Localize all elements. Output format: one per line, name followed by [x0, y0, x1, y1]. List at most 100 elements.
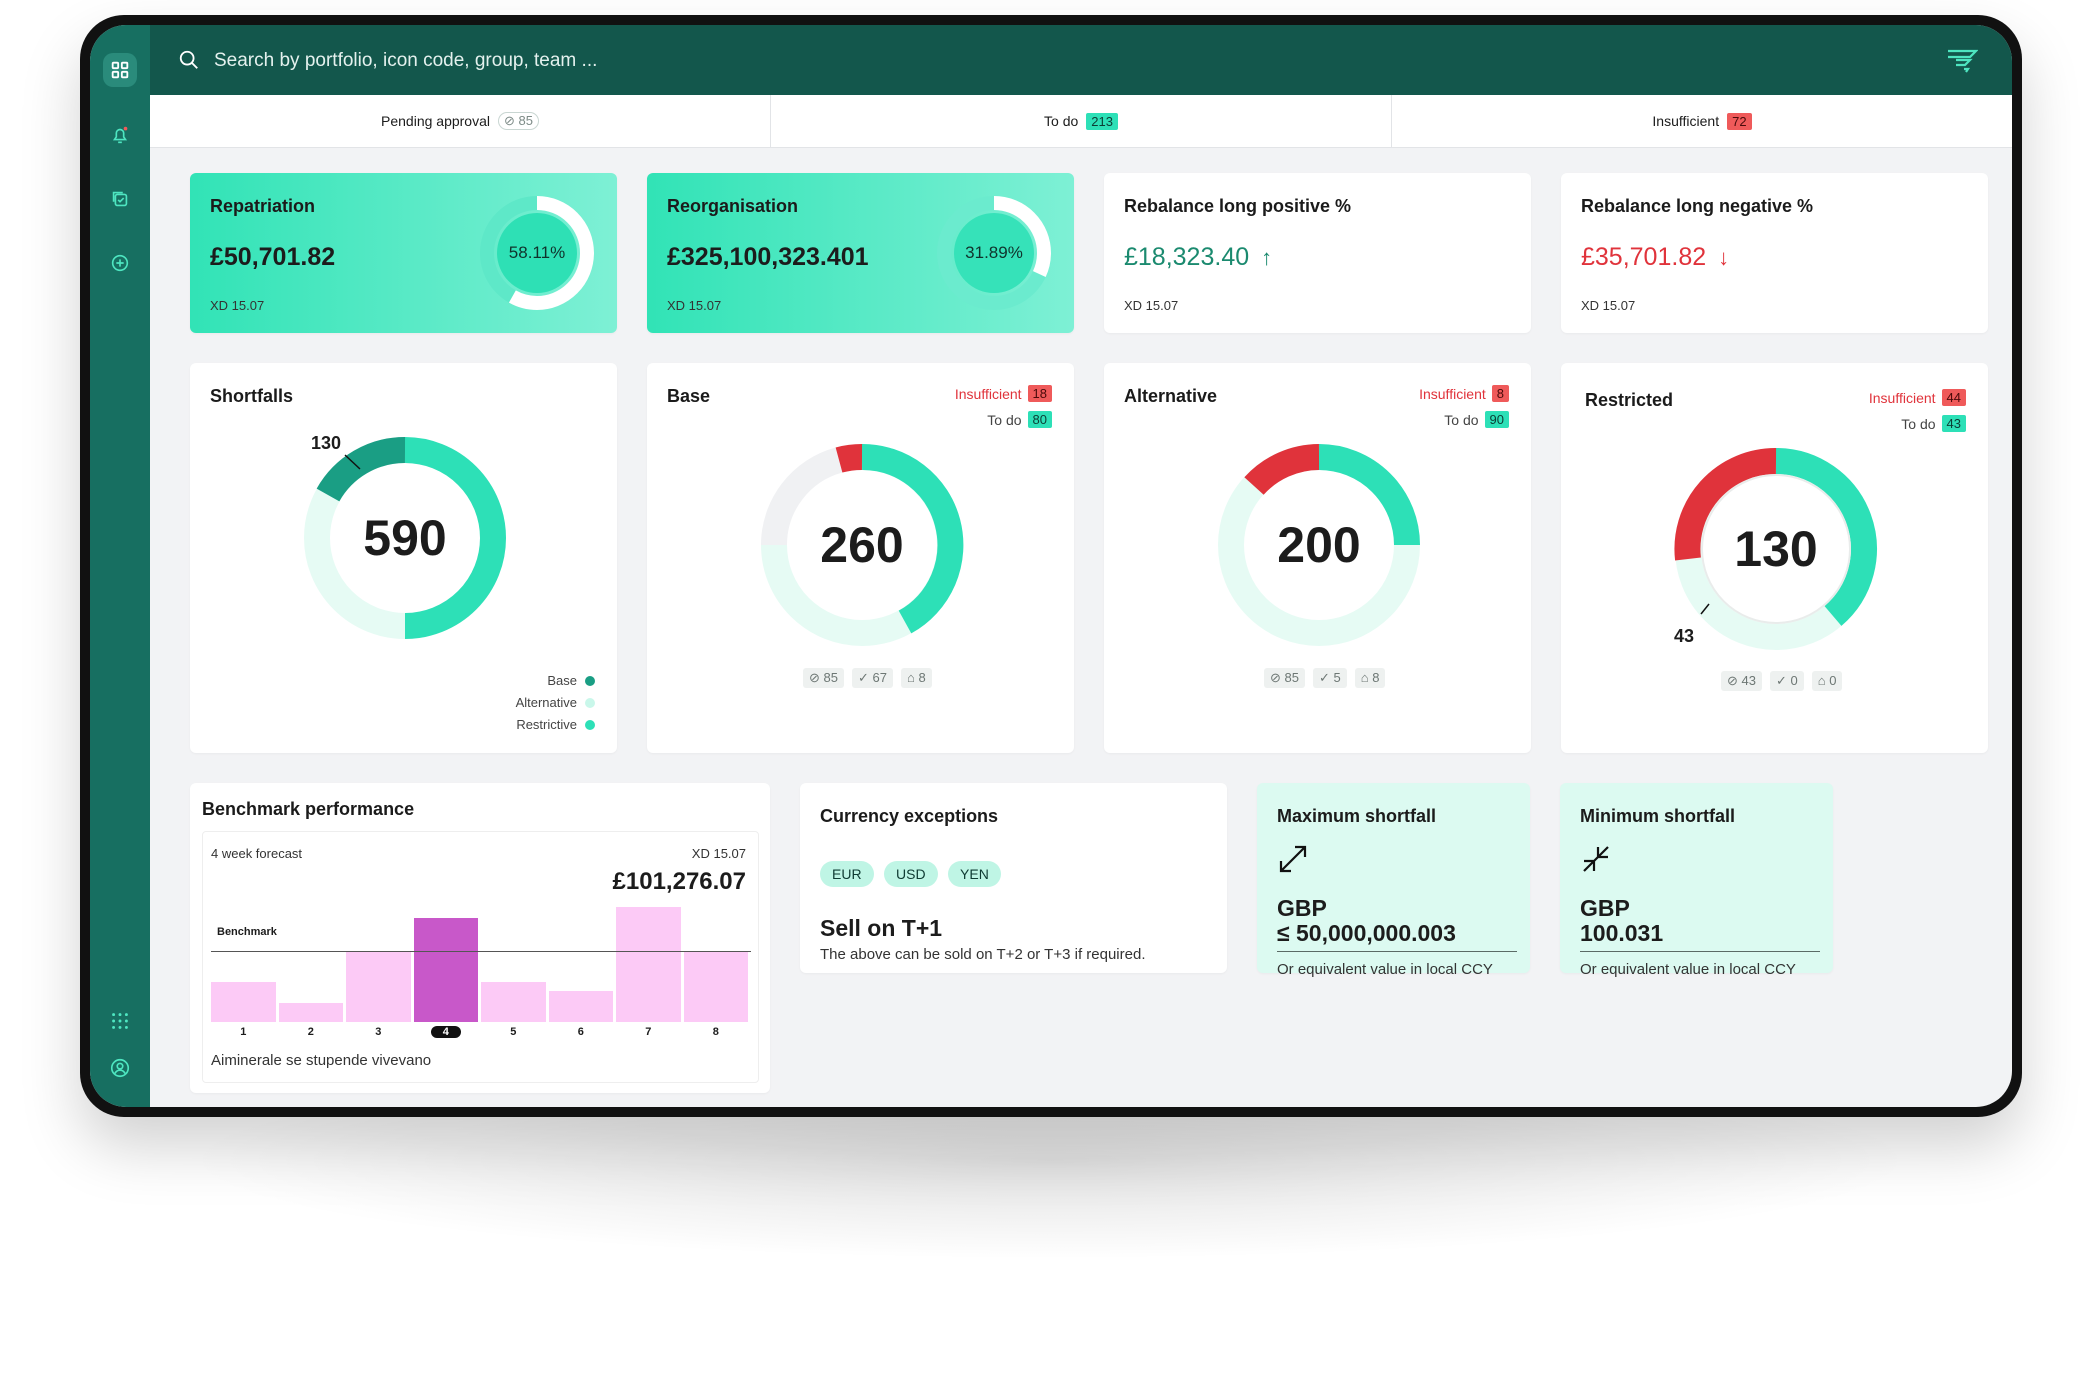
restricted-card[interactable]: Restricted Insufficient 44 To do 43 130 43…: [1561, 363, 1988, 753]
bar-week-4[interactable]: [413, 917, 478, 1022]
shortfall-note: Or equivalent value in local CCY: [1277, 961, 1493, 978]
shortfalls-donut: [304, 436, 506, 639]
dashboard-icon[interactable]: [103, 53, 137, 87]
kpi-value: £325,100,323.401: [667, 243, 869, 271]
bar-week-5[interactable]: [481, 982, 546, 1022]
kpi-card-rebalance-positive[interactable]: Rebalance long positive % £18,323.40 ↑ XD…: [1104, 173, 1531, 333]
donut-stats: ⊘ 85 ✓ 67 ⌂ 8: [803, 668, 932, 688]
forecast-amount: £101,276.07: [612, 868, 746, 895]
card-title: Alternative: [1124, 386, 1218, 406]
x-tick-label: 3: [375, 1026, 382, 1038]
currency-chip-yen[interactable]: YEN: [948, 861, 1001, 887]
top-bar: [150, 25, 2012, 95]
todo-status: To do 90: [1444, 411, 1509, 428]
bar-week-6[interactable]: [548, 990, 613, 1022]
kpi-title: Rebalance long negative %: [1581, 196, 1814, 216]
device-frame: Pending approval ⊘ 85 To do 213 Insuffic…: [80, 15, 2022, 1117]
search-icon: [179, 50, 198, 69]
restricted-donut: [1674, 447, 1877, 650]
tab-label: Insufficient: [1652, 113, 1720, 129]
base-card[interactable]: Base Insufficient 18 To do 80 260 ⊘ 85 ✓ 6…: [647, 363, 1074, 753]
kpi-card-repatriation[interactable]: Repatriation £50,701.82 XD 15.07 58.11%: [190, 173, 617, 333]
legend-base: Base: [547, 673, 595, 688]
chart-caption: Aiminerale se stupende vivevano: [211, 1052, 432, 1069]
insufficient-status: Insufficient 18: [955, 385, 1052, 402]
todo-segment: [1318, 444, 1420, 546]
bar-week-2[interactable]: [278, 1003, 343, 1022]
tab-insufficient[interactable]: Insufficient 72: [1392, 95, 2012, 147]
card-title: Benchmark performance: [202, 799, 415, 819]
sell-heading: Sell on T+1: [820, 915, 943, 941]
kpi-card-rebalance-negative[interactable]: Rebalance long negative % £35,701.82 ↓ XD…: [1561, 173, 1988, 333]
maximum-shortfall-card[interactable]: Maximum shortfall GBP ≤ 50,000,000.003 O…: [1257, 783, 1530, 978]
currency-chip-usd[interactable]: USD: [884, 861, 938, 887]
donut-stats: ⊘ 85 ✓ 5 ⌂ 8: [1264, 668, 1386, 688]
x-tick-label: 2: [307, 1026, 314, 1038]
benchmark-line: [211, 951, 751, 953]
currency-exceptions-card[interactable]: Currency exceptions EUR USD YEN Sell on …: [800, 783, 1227, 973]
card-title: Minimum shortfall: [1580, 806, 1736, 826]
shortfall-value: 100.031: [1580, 920, 1664, 946]
x-tick-label: 4: [430, 1026, 461, 1038]
shortfalls-card[interactable]: Shortfalls 590 130 Base Alternative Rest…: [190, 363, 617, 753]
sidebar: [90, 25, 150, 1107]
tab-to-do[interactable]: To do 213: [771, 95, 1392, 147]
divider: [1580, 951, 1820, 952]
card-title: Shortfalls: [210, 386, 294, 406]
search-input[interactable]: [212, 43, 1116, 79]
x-tick-label: 7: [645, 1026, 652, 1038]
donut-stats: ⊘ 43 ✓ 0 ⌂ 0: [1721, 671, 1843, 691]
base-callout-label: 130: [311, 433, 342, 453]
approved-stat: ✓ 67: [851, 668, 893, 688]
x-tick-label: 1: [240, 1026, 247, 1038]
kpi-card-reorganisation[interactable]: Reorganisation £325,100,323.401 XD 15.07…: [647, 173, 1074, 333]
kpi-value: £18,323.40: [1124, 243, 1250, 271]
locked-stat: ⌂ 8: [1354, 668, 1386, 688]
insufficient-count-badge: 72: [1727, 112, 1752, 130]
shortfall-value: ≤ 50,000,000.003: [1277, 920, 1456, 946]
insufficient-segment: [1244, 444, 1320, 496]
kpi-value-row: £35,701.82 ↓: [1581, 243, 1729, 272]
benchmark-card[interactable]: Benchmark performance 4 week forecast XD…: [190, 783, 770, 1093]
donut-total: 260: [820, 517, 904, 573]
bar-week-7[interactable]: [616, 907, 681, 1022]
kpi-value: £50,701.82: [210, 243, 336, 271]
x-tick-label: 8: [712, 1026, 719, 1038]
apps-grid-icon[interactable]: [103, 1004, 137, 1038]
todo-status: To do 43: [1901, 415, 1966, 432]
approved-stat: ✓ 5: [1312, 668, 1347, 688]
currency-chip-eur[interactable]: EUR: [820, 861, 874, 887]
locked-stat: ⌂ 0: [1811, 671, 1843, 691]
repatriation-progress-ring: [480, 196, 594, 310]
alternative-card[interactable]: Alternative Insufficient 8 To do 90 200 ⊘ …: [1104, 363, 1531, 753]
locked-stat: ⌂ 8: [900, 668, 932, 688]
base-donut: [760, 443, 964, 646]
tab-label: To do: [1044, 113, 1079, 129]
kpi-date: XD 15.07: [1581, 298, 1636, 313]
x-axis-ticks: 1 2 3 4 5 6 7 8: [211, 1026, 751, 1042]
tab-pending-approval[interactable]: Pending approval ⊘ 85: [150, 95, 771, 147]
donut-total: 130: [1734, 521, 1818, 577]
bar-chart-area: [211, 902, 751, 1022]
shortfall-note: Or equivalent value in local CCY: [1580, 961, 1796, 978]
card-title: Base: [667, 386, 711, 406]
user-profile-icon[interactable]: [103, 1051, 137, 1085]
bar-week-8[interactable]: [683, 951, 748, 1022]
bell-icon[interactable]: [103, 118, 137, 152]
kpi-value-row: £18,323.40 ↑: [1124, 243, 1272, 272]
brand-logo-icon[interactable]: [1946, 47, 1978, 75]
add-circle-icon[interactable]: [103, 246, 137, 280]
bar-week-3[interactable]: [346, 951, 411, 1022]
kpi-title: Rebalance long positive %: [1124, 196, 1352, 216]
kpi-title: Repatriation: [210, 196, 316, 216]
tasks-icon[interactable]: [103, 182, 137, 216]
minimum-shortfall-card[interactable]: Minimum shortfall GBP 100.031 Or equival…: [1560, 783, 1833, 978]
sell-note: The above can be sold on T+2 or T+3 if r…: [820, 946, 1146, 963]
progress-percent: 31.89%: [965, 243, 1023, 262]
kpi-title: Reorganisation: [667, 196, 799, 216]
bar-week-1[interactable]: [211, 982, 276, 1022]
pending-stat: ⊘ 85: [803, 668, 844, 688]
todo-segment: [1775, 448, 1877, 626]
shortfall-currency: GBP: [1580, 895, 1630, 921]
card-title: Maximum shortfall: [1277, 806, 1437, 826]
